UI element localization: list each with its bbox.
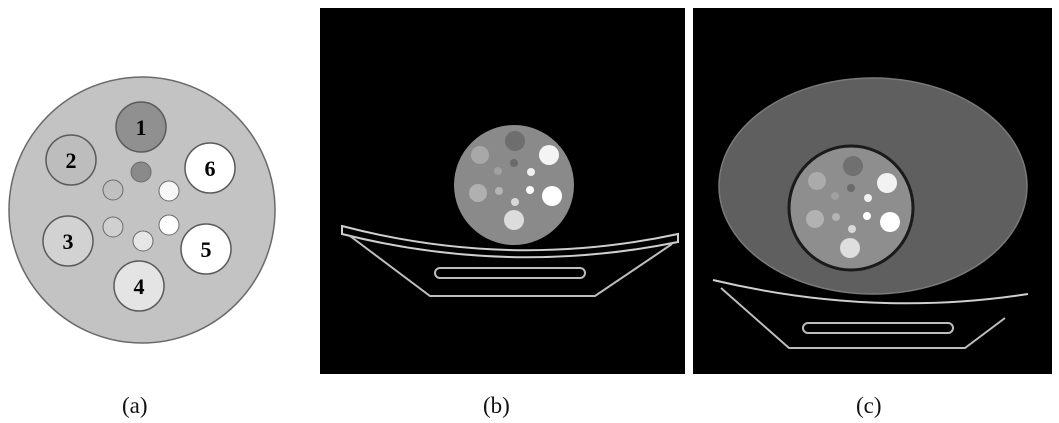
ct-insert — [808, 172, 826, 190]
ct-image-phantom — [320, 8, 685, 374]
small-insert — [102, 179, 124, 201]
ct-table-slot — [434, 267, 586, 279]
ct-table — [712, 279, 1029, 305]
ct-insert — [504, 210, 524, 230]
ct-small-insert — [527, 168, 535, 176]
ct-insert — [806, 210, 824, 228]
insert-6 — [184, 142, 236, 194]
insert-5 — [180, 223, 232, 275]
ct-table-slot — [802, 322, 954, 334]
ct-small-insert — [831, 192, 839, 200]
ct-small-insert — [847, 184, 855, 192]
ct-insert — [843, 156, 863, 176]
ct-insert — [880, 212, 900, 232]
insert-5-label: 5 — [201, 237, 212, 262]
insert-1 — [115, 101, 167, 153]
ct-insert — [505, 131, 525, 151]
ct-small-insert — [832, 213, 840, 221]
small-insert — [102, 216, 124, 238]
ct-small-insert — [863, 212, 871, 220]
ct-table — [341, 224, 679, 259]
small-insert — [132, 230, 154, 252]
ct-insert — [542, 186, 562, 206]
insert-2-label: 2 — [66, 148, 77, 173]
ct-insert — [469, 184, 487, 202]
insert-4-label: 4 — [134, 274, 145, 299]
ct-small-insert — [494, 167, 502, 175]
ct-small-insert — [510, 159, 518, 167]
insert-4 — [113, 260, 165, 312]
phantom-schematic: 1 2 3 4 5 6 — [8, 76, 276, 344]
ct-table-base — [349, 235, 673, 297]
ct-table-base — [720, 287, 1006, 349]
insert-2 — [45, 134, 97, 186]
ct-insert — [539, 145, 559, 165]
ct-image-phantom-in-ellipse — [693, 8, 1052, 374]
insert-3-label: 3 — [63, 229, 74, 254]
insert-3 — [42, 215, 94, 267]
caption-b: (b) — [483, 393, 510, 418]
ct-small-insert — [526, 186, 534, 194]
small-insert — [158, 214, 180, 236]
caption-a: (a) — [122, 393, 148, 418]
small-insert — [130, 161, 152, 183]
caption-c: (c) — [856, 393, 882, 418]
ct-small-insert — [848, 225, 856, 233]
ct-insert — [471, 146, 489, 164]
ct-insert — [877, 173, 897, 193]
insert-6-label: 6 — [205, 156, 216, 181]
ct-insert — [840, 238, 860, 258]
insert-1-label: 1 — [136, 115, 147, 140]
ct-small-insert — [864, 194, 872, 202]
ct-small-insert — [495, 187, 503, 195]
ct-small-insert — [511, 198, 519, 206]
small-insert — [158, 180, 180, 202]
